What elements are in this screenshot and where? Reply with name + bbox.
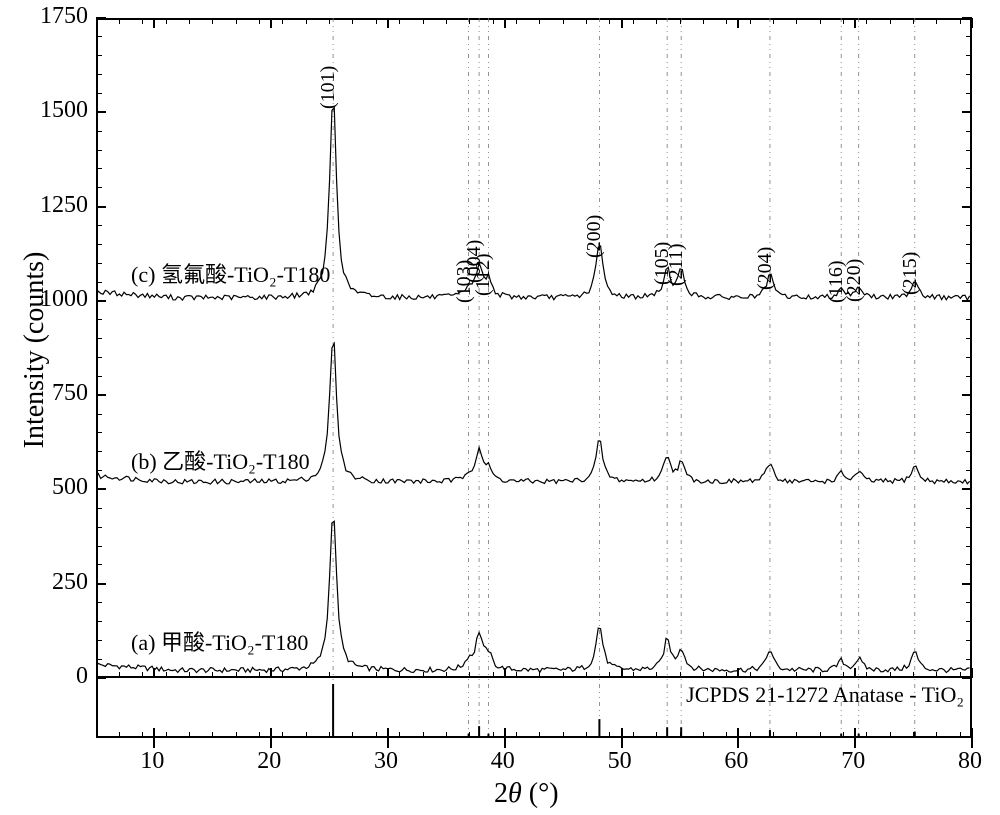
miller-index-label: (215) xyxy=(899,251,922,294)
x-tick-label: 70 xyxy=(841,748,865,775)
x-tick-label: 60 xyxy=(724,748,748,775)
x-tick-label: 40 xyxy=(491,748,515,775)
xrd-chart: 1020304050607080025050075010001250150017… xyxy=(0,0,1000,815)
x-axis-title: 2θ (°) xyxy=(494,778,559,810)
x-tick-label: 80 xyxy=(958,748,982,775)
miller-index-label: (211) xyxy=(665,244,688,287)
curve-label-c: (c) 氢氟酸-TiO₂-T180 xyxy=(131,257,330,289)
x-tick-label: 30 xyxy=(374,748,398,775)
y-tick-label: 1250 xyxy=(28,192,88,219)
miller-index-label: (220) xyxy=(843,258,866,301)
x-tick-label: 50 xyxy=(608,748,632,775)
y-tick-label: 1750 xyxy=(28,3,88,30)
y-tick-label: 1500 xyxy=(28,97,88,124)
curve-label-b: (b) 乙酸-TiO₂-T180 xyxy=(131,444,310,476)
miller-index-label: (112) xyxy=(472,253,495,296)
reference-card-label: JCPDS 21-1272 Anatase - TiO₂ xyxy=(686,682,964,708)
miller-index-label: (101) xyxy=(317,66,340,109)
x-tick-label: 20 xyxy=(257,748,281,775)
y-tick-label: 0 xyxy=(28,663,88,690)
y-tick-label: 500 xyxy=(28,474,88,501)
x-tick-label: 10 xyxy=(140,748,164,775)
miller-index-label: (204) xyxy=(754,247,777,290)
y-axis-title: Intensity (counts) xyxy=(19,225,51,475)
miller-index-label: (200) xyxy=(583,215,606,258)
curve-label-a: (a) 甲酸-TiO₂-T180 xyxy=(131,625,308,657)
y-tick-label: 250 xyxy=(28,569,88,596)
